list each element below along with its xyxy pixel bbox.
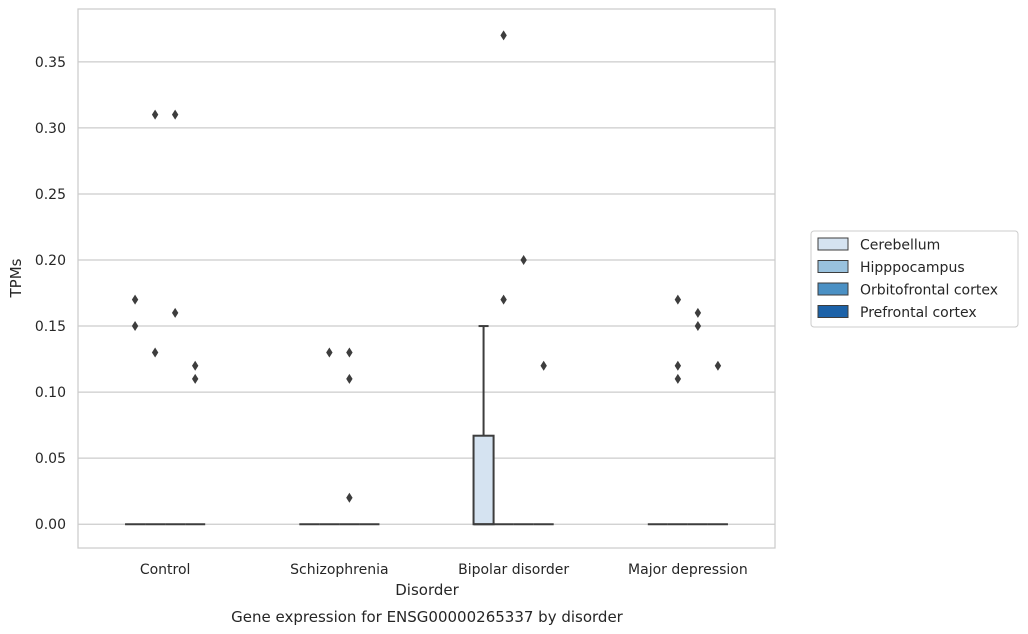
x-axis-title: Disorder bbox=[395, 581, 459, 599]
x-tick-label: Schizophrenia bbox=[290, 562, 388, 578]
legend-label: Hipppocampus bbox=[860, 260, 965, 276]
chart-caption: Gene expression for ENSG00000265337 by d… bbox=[231, 608, 624, 626]
outlier-point bbox=[520, 255, 527, 266]
outlier-point bbox=[151, 109, 159, 120]
legend-swatch bbox=[817, 305, 849, 318]
outlier-point bbox=[171, 109, 179, 120]
outlier-point bbox=[171, 307, 179, 318]
y-tick-label: 0.00 bbox=[35, 517, 66, 533]
plot-frame bbox=[77, 8, 776, 549]
y-axis-title: TPMs bbox=[7, 258, 25, 298]
y-tick-label: 0.15 bbox=[35, 319, 66, 335]
outlier-point bbox=[191, 360, 199, 371]
outlier-point bbox=[500, 294, 507, 305]
y-tick-label: 0.35 bbox=[35, 55, 66, 71]
outlier-point bbox=[191, 373, 199, 384]
outlier-point bbox=[674, 373, 682, 384]
outlier-point bbox=[694, 307, 702, 318]
legend-label: Prefrontal cortex bbox=[860, 305, 977, 321]
y-tick-label: 0.10 bbox=[35, 385, 66, 401]
y-tick-label: 0.30 bbox=[35, 121, 66, 137]
outlier-point bbox=[346, 373, 353, 384]
box-cerebellum bbox=[472, 325, 495, 526]
outlier-point bbox=[540, 360, 547, 371]
outlier-point bbox=[500, 30, 507, 41]
legend-swatch bbox=[817, 260, 849, 273]
x-axis-ticks: Control Schizophrenia Bipolar disorder Majo… bbox=[140, 562, 748, 578]
x-tick-label: Bipolar disorder bbox=[458, 562, 569, 578]
outlier-point bbox=[674, 294, 682, 305]
legend-label: Cerebellum bbox=[860, 238, 940, 254]
outlier-point bbox=[714, 360, 722, 371]
outlier-point bbox=[346, 347, 353, 358]
legend-swatch bbox=[817, 282, 849, 296]
outlier-point bbox=[131, 294, 139, 305]
legend-label: Orbitofrontal cortex bbox=[860, 283, 998, 299]
legend: Cerebellum Hipppocampus Orbitofrontal cort… bbox=[810, 230, 1019, 328]
legend-frame bbox=[810, 230, 1019, 328]
outlier-point bbox=[326, 347, 333, 358]
y-tick-label: 0.05 bbox=[35, 451, 66, 467]
x-tick-label: Control bbox=[140, 562, 191, 578]
gridlines bbox=[78, 61, 775, 525]
outlier-point bbox=[131, 321, 139, 332]
outliers bbox=[131, 30, 722, 503]
outlier-point bbox=[346, 492, 353, 503]
outlier-point bbox=[674, 360, 682, 371]
y-tick-label: 0.25 bbox=[35, 187, 66, 203]
x-tick-label: Major depression bbox=[628, 562, 748, 578]
y-axis-ticks: 0.00 0.05 0.10 0.15 0.20 0.25 0.30 0.35 bbox=[35, 55, 66, 533]
box-body bbox=[472, 434, 495, 526]
legend-swatch bbox=[817, 237, 849, 251]
outlier-point bbox=[151, 347, 159, 358]
boxes bbox=[125, 325, 728, 526]
outlier-point bbox=[694, 321, 702, 332]
y-tick-label: 0.20 bbox=[35, 253, 66, 269]
